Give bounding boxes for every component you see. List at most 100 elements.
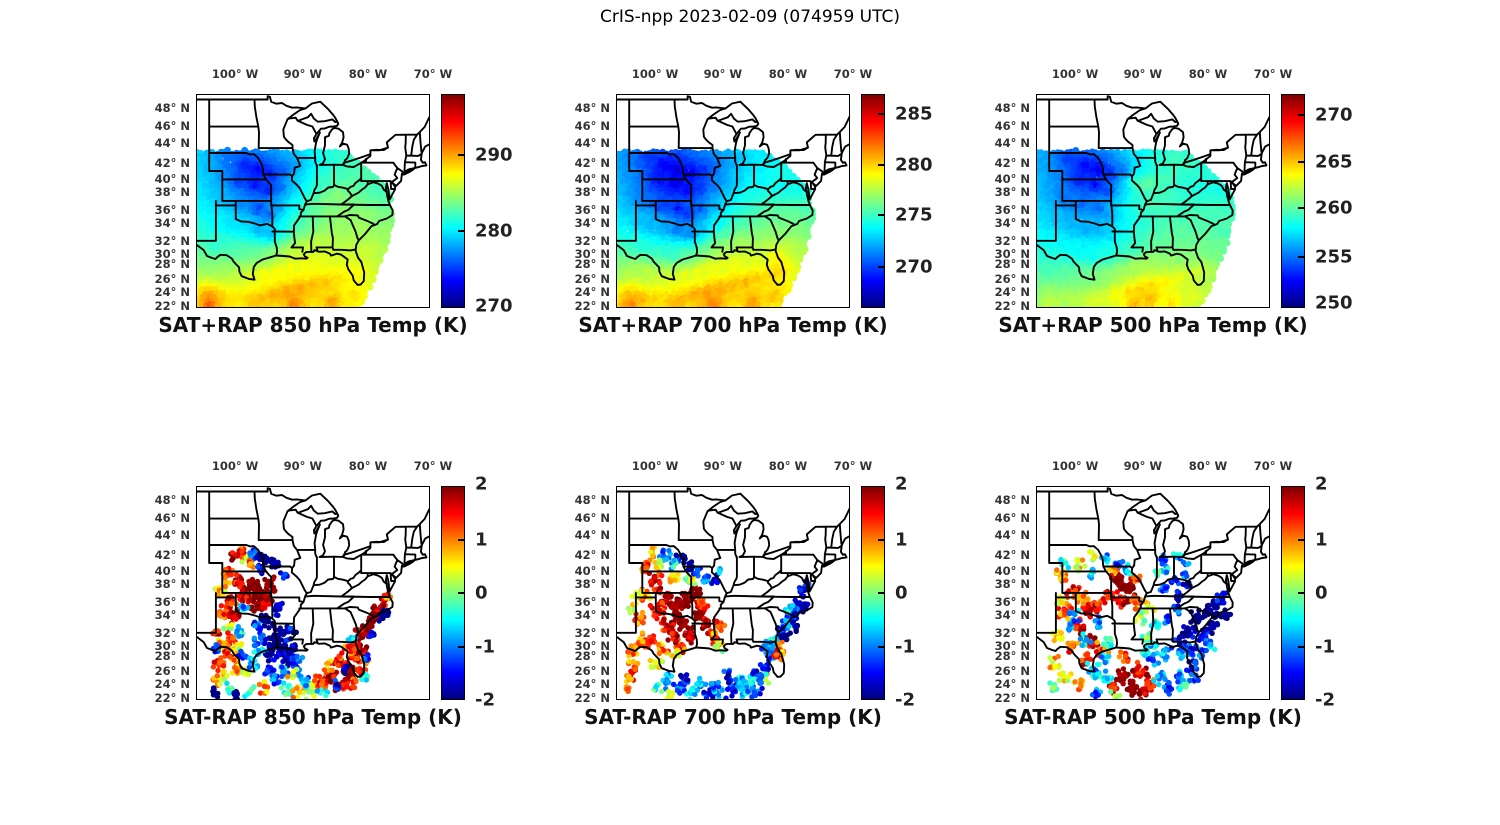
- latitude-axis: 48° N 46° N 44° N 42° N 40° N 38° N 36° N 34° N…: [972, 94, 1030, 313]
- lat-tick-label: 38° N: [154, 576, 190, 591]
- lon-tick-label: 70° W: [1253, 459, 1293, 473]
- lat-tick-label: 48° N: [994, 493, 1030, 508]
- lon-tick-label: 70° W: [413, 67, 453, 81]
- panel-title: SAT+RAP 850 hPa Temp (K): [158, 313, 468, 337]
- colorbar-tick-label: -1: [895, 636, 915, 657]
- colorbar-tickmark: [878, 538, 884, 541]
- data-dots: [616, 148, 817, 308]
- lat-tick-label: 24° N: [574, 285, 610, 300]
- colorbar: 2 1 0 -1 -2: [861, 473, 941, 711]
- colorbar-tickmark: [458, 230, 464, 232]
- us-state-boundaries: [616, 95, 850, 286]
- colorbar-tick-label: 2: [475, 473, 488, 495]
- colorbar: 2 1 0 -1 -2: [1281, 473, 1361, 711]
- lat-tick-label: 40° N: [994, 172, 1030, 187]
- map-plot: [196, 94, 430, 308]
- colorbar-tick-label: 1: [475, 529, 488, 550]
- lon-tick-label: 90° W: [283, 459, 323, 473]
- map-plot: [1036, 94, 1270, 308]
- lat-tick-label: 46° N: [574, 119, 610, 134]
- lat-tick-label: 38° N: [574, 576, 610, 591]
- colorbar-tickmark: [458, 592, 464, 594]
- lat-tick-label: 34° N: [994, 215, 1030, 230]
- data-dots: [623, 543, 812, 700]
- lat-tick-label: 38° N: [994, 184, 1030, 199]
- lon-tick-label: 70° W: [833, 67, 873, 81]
- lat-tick-label: 26° N: [994, 272, 1030, 287]
- colorbar-tickmark: [878, 164, 884, 166]
- lat-tick-label: 42° N: [154, 547, 190, 562]
- lat-tick-label: 42° N: [574, 155, 610, 170]
- colorbar-tick-label: 280: [475, 220, 513, 242]
- map-plot: [616, 94, 850, 308]
- lat-tick-label: 34° N: [574, 607, 610, 622]
- colorbar-tickmark: [1298, 207, 1304, 210]
- lat-tick-label: 46° N: [154, 119, 190, 134]
- lat-tick-label: 38° N: [994, 576, 1030, 591]
- lat-tick-label: 42° N: [994, 547, 1030, 562]
- lat-tick-label: 28° N: [574, 648, 610, 663]
- lon-tick-label: 80° W: [348, 67, 388, 81]
- lat-tick-label: 28° N: [154, 256, 190, 271]
- colorbar-tick-label: 275: [895, 204, 933, 226]
- lon-tick-label: 80° W: [768, 67, 808, 81]
- colorbar-tick-label: 250: [1315, 292, 1353, 314]
- lat-tick-label: 32° N: [154, 233, 190, 248]
- colorbar-tick-label: 255: [1315, 246, 1353, 268]
- lon-tick-label: 90° W: [283, 67, 323, 81]
- lat-tick-label: 26° N: [154, 272, 190, 287]
- lon-tick-label: 80° W: [1188, 67, 1228, 81]
- map-plot: [1036, 486, 1270, 700]
- map-frame: [196, 94, 430, 308]
- colorbar-tickmark: [1298, 592, 1304, 594]
- latitude-axis: 48° N 46° N 44° N 42° N 40° N 38° N 36° N 34° N…: [552, 94, 610, 313]
- colorbar-tick-label: 0: [895, 582, 908, 604]
- colorbar-tick-label: 1: [1315, 529, 1328, 550]
- lat-tick-label: 46° N: [994, 511, 1030, 526]
- lat-tick-label: 34° N: [574, 215, 610, 230]
- lat-tick-label: 44° N: [574, 136, 610, 151]
- lat-tick-label: 40° N: [574, 564, 610, 579]
- lat-tick-label: 26° N: [994, 664, 1030, 679]
- lat-tick-label: 26° N: [574, 272, 610, 287]
- panel-title: SAT+RAP 500 hPa Temp (K): [998, 313, 1308, 337]
- data-dots: [1036, 147, 1236, 308]
- map-frame: [1036, 94, 1270, 308]
- lat-tick-label: 40° N: [154, 564, 190, 579]
- lat-tick-label: 32° N: [574, 625, 610, 640]
- lon-tick-label: 100° W: [1051, 67, 1099, 81]
- colorbar-gradient: [1281, 94, 1305, 308]
- colorbar-tick-label: 270: [1315, 104, 1353, 126]
- lat-tick-label: 30° N: [994, 247, 1030, 262]
- colorbar-tickmark: [878, 213, 884, 216]
- colorbar-tickmark: [878, 113, 884, 116]
- colorbar-tickmark: [458, 538, 464, 541]
- panel-title: SAT-RAP 850 hPa Temp (K): [164, 705, 462, 729]
- lat-tick-label: 24° N: [154, 677, 190, 692]
- lat-tick-label: 30° N: [994, 639, 1030, 654]
- lat-tick-label: 28° N: [574, 256, 610, 271]
- colorbar-tick-label: 2: [895, 473, 908, 495]
- lat-tick-label: 24° N: [574, 677, 610, 692]
- colorbar-gradient: [861, 486, 885, 700]
- colorbar-tick-label: 1: [895, 529, 908, 550]
- lat-tick-label: 22° N: [574, 691, 610, 706]
- lat-tick-label: 42° N: [154, 155, 190, 170]
- colorbar-gradient: [861, 94, 885, 308]
- map-frame: [616, 486, 850, 700]
- lat-tick-label: 42° N: [994, 155, 1030, 170]
- lon-tick-label: 80° W: [768, 459, 808, 473]
- lat-tick-label: 26° N: [574, 664, 610, 679]
- lat-tick-label: 48° N: [154, 101, 190, 116]
- colorbar-tickmark: [878, 265, 884, 268]
- lat-tick-label: 40° N: [154, 172, 190, 187]
- lat-tick-label: 46° N: [994, 119, 1030, 134]
- lat-tick-label: 22° N: [154, 299, 190, 314]
- colorbar-tickmark: [1298, 538, 1304, 541]
- lat-tick-label: 22° N: [574, 299, 610, 314]
- lat-tick-label: 24° N: [994, 285, 1030, 300]
- colorbar-tick-label: 280: [895, 154, 933, 176]
- lat-tick-label: 32° N: [994, 625, 1030, 640]
- lat-tick-label: 46° N: [574, 511, 610, 526]
